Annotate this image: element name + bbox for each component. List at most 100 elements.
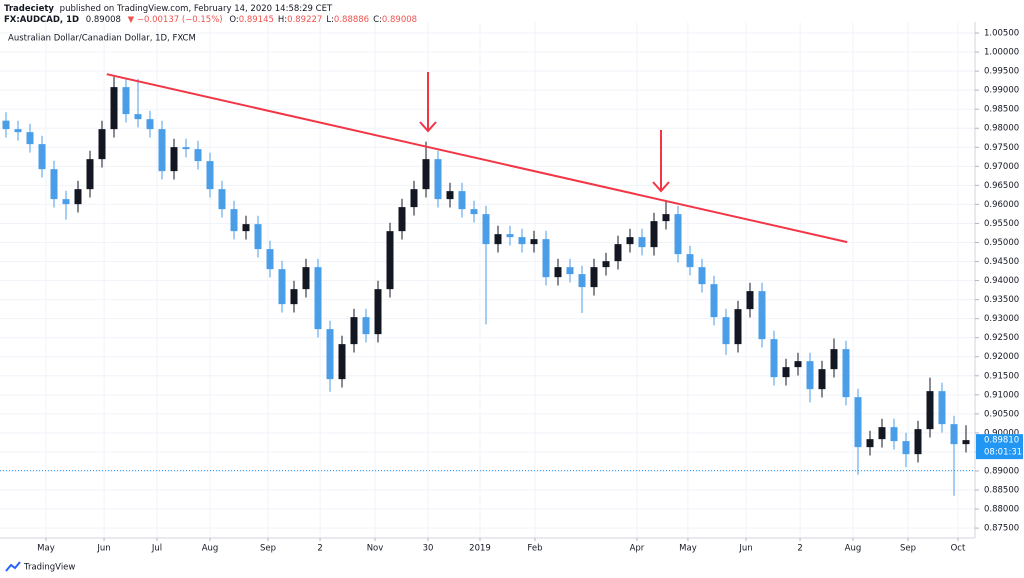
candle-body: [542, 239, 550, 278]
candle-body: [242, 224, 250, 232]
candle-body: [410, 189, 418, 208]
y-tick-label: 0.95500: [984, 219, 1019, 229]
candle-body: [458, 191, 466, 210]
y-tick-label: 0.87500: [984, 524, 1019, 534]
candle-body: [302, 267, 310, 290]
candle-body: [134, 114, 142, 120]
y-tick-label: 0.95000: [984, 238, 1019, 248]
candle-body: [938, 391, 946, 425]
x-tick-label: Jun: [96, 544, 110, 554]
y-tick-label: 0.92500: [984, 333, 1019, 343]
candle-body: [2, 120, 10, 130]
ohlc-label: O:: [229, 15, 238, 25]
candle-body: [122, 87, 130, 115]
x-tick-label: 30: [423, 544, 434, 554]
candle-body: [842, 349, 850, 398]
candle-body: [26, 132, 34, 145]
candle-body: [962, 440, 970, 445]
candle-body: [422, 159, 430, 190]
candle-body: [374, 289, 382, 335]
y-tick-label: 0.90500: [984, 409, 1019, 419]
candle-body: [950, 424, 958, 445]
candle-body: [674, 214, 682, 255]
candle-body: [926, 391, 934, 430]
candle-body: [350, 317, 358, 345]
candle-body: [218, 189, 226, 210]
candle-body: [206, 161, 214, 190]
candle-body: [230, 209, 238, 232]
x-tick-label: Aug: [202, 544, 219, 554]
x-tick-label: Apr: [630, 544, 645, 554]
y-tick-label: 0.97500: [984, 143, 1019, 153]
candle-body: [578, 274, 586, 288]
x-tick-label: 2019: [469, 544, 491, 554]
candle-body: [326, 329, 334, 380]
symbol: FX:AUDCAD, 1D: [4, 15, 79, 25]
countdown: 08:01:31: [984, 448, 1022, 458]
candle-body: [62, 199, 70, 205]
y-tick-label: 0.99500: [984, 67, 1019, 77]
candle-body: [254, 224, 262, 250]
ohlc-value: 0.88886: [334, 15, 369, 25]
candle-body: [494, 234, 502, 245]
author: Tradeciety: [4, 4, 54, 14]
y-tick-label: 0.93500: [984, 295, 1019, 305]
candle-body: [434, 159, 442, 200]
x-tick-label: Aug: [845, 544, 862, 554]
last-price-box: [976, 434, 1023, 460]
candle-body: [530, 239, 538, 245]
candle-body: [38, 144, 46, 170]
x-tick-label: Nov: [367, 544, 384, 554]
candle-body: [866, 439, 874, 448]
candle-body: [758, 291, 766, 340]
candle-body: [398, 207, 406, 232]
candle-body: [74, 189, 82, 205]
candle-body: [890, 427, 898, 442]
candle-body: [590, 267, 598, 288]
candle-body: [110, 87, 118, 130]
logo: TradingView: [5, 561, 75, 573]
candle-body: [14, 129, 22, 133]
candle-body: [266, 249, 274, 270]
candle-body: [314, 267, 322, 330]
header-line-2: FX:AUDCAD, 1D 0.89008 ▼ −0.00137 (−0.15%…: [4, 15, 417, 25]
candle-body: [446, 191, 454, 200]
y-tick-label: 0.98000: [984, 124, 1019, 134]
candle-body: [482, 214, 490, 245]
candle-body: [554, 267, 562, 278]
chart-title: Australian Dollar/Canadian Dollar, 1D, F…: [8, 34, 196, 44]
y-tick-label: 0.91500: [984, 371, 1019, 381]
candle-body: [650, 221, 658, 248]
arrow-head: [652, 181, 670, 193]
y-tick-label: 0.89000: [984, 466, 1019, 476]
change: ▼ −0.00137 (−0.15%): [128, 15, 223, 25]
candle-body: [782, 367, 790, 378]
candle-body: [794, 361, 802, 368]
candle-body: [914, 429, 922, 455]
y-tick-label: 0.94500: [984, 257, 1019, 267]
header-close: 0.89008: [86, 15, 121, 25]
candle-body: [194, 149, 202, 162]
ohlc-label: L:: [326, 15, 334, 25]
x-tick-label: May: [37, 544, 55, 554]
candle-body: [722, 317, 730, 345]
candle-body: [734, 309, 742, 345]
candle-body: [662, 214, 670, 222]
x-tick-label: Sep: [260, 544, 276, 554]
candle-body: [602, 261, 610, 268]
published: published on TradingView.com, February 1…: [60, 4, 333, 14]
x-tick-label: Oct: [951, 544, 966, 554]
arrow-head: [419, 121, 437, 133]
y-tick-label: 0.99000: [984, 86, 1019, 96]
y-tick-label: 0.97000: [984, 162, 1019, 172]
ohlc-label: C:: [373, 15, 382, 25]
y-tick-label: 0.91000: [984, 390, 1019, 400]
x-tick-label: Feb: [527, 544, 542, 554]
ohlc-value: 0.89008: [382, 15, 417, 25]
y-tick-label: 1.00500: [984, 29, 1019, 39]
candle-body: [830, 349, 838, 370]
x-tick-label: 2: [797, 544, 802, 554]
y-tick-label: 0.96000: [984, 200, 1019, 210]
